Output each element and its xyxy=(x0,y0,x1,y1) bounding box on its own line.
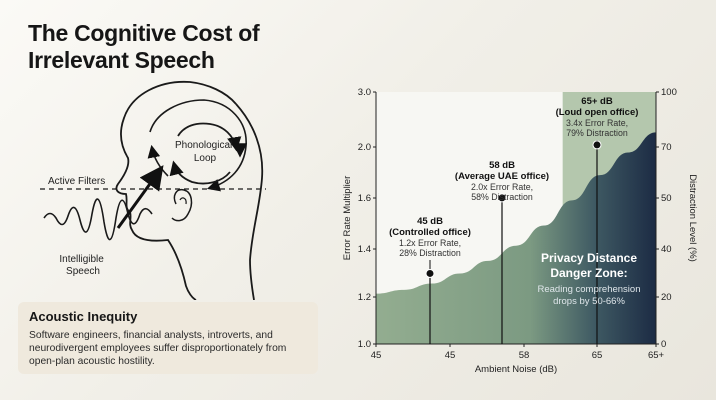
point-subtitle: (Controlled office) xyxy=(389,227,471,238)
y-tick-label: 1.4 xyxy=(358,244,371,255)
danger-zone-title-line1: Privacy Distance xyxy=(541,251,637,265)
y-tick-label: 1.2 xyxy=(358,292,371,303)
danger-zone-sub-line2: drops by 50-66% xyxy=(553,296,625,307)
speech-label-line2: Speech xyxy=(66,266,100,277)
speech-arrow xyxy=(116,165,164,229)
phonological-label-line2: Loop xyxy=(194,153,217,164)
point-title: 65+ dB xyxy=(581,96,613,107)
page-title: The Cognitive Cost of Irrelevant Speech xyxy=(28,20,260,73)
cognitive-diagram: Phonological Loop Active Filters Intelli… xyxy=(40,80,266,300)
x-tick-label: 45 xyxy=(445,350,456,361)
y-tick-label: 2.0 xyxy=(358,142,371,153)
x-axis-label: Ambient Noise (dB) xyxy=(475,364,557,375)
distraction-area xyxy=(376,132,656,344)
intelligible-speech-label: Intelligible Speech xyxy=(59,254,106,277)
y-tick-label: 1.6 xyxy=(358,193,371,204)
y-axis-label: Error Rate Multiplier xyxy=(342,176,353,260)
loop-arrow-bottom xyxy=(169,160,231,185)
y-tick-label: 1.0 xyxy=(358,339,371,350)
x-tick-label: 65+ xyxy=(648,350,665,361)
point-title: 45 dB xyxy=(417,216,443,227)
danger-zone-title-line2: Danger Zone: xyxy=(550,266,627,280)
phonological-loop-label: Phonological Loop xyxy=(175,140,235,164)
data-point xyxy=(592,140,602,150)
y2-axis-label: Distraction Level (%) xyxy=(687,174,698,262)
y2-tick-label: 40 xyxy=(661,244,672,255)
card-title: Acoustic Inequity xyxy=(29,309,138,324)
card-body: Software engineers, financial analysts, … xyxy=(29,330,287,367)
data-point xyxy=(425,268,435,278)
point-detail-line1: 1.2x Error Rate, xyxy=(399,238,461,248)
point-detail-line2: 79% Distraction xyxy=(566,128,628,138)
acoustic-inequity-card: Acoustic Inequity Software engineers, fi… xyxy=(18,302,318,374)
y2-tick-label: 50 xyxy=(661,193,672,204)
y2-tick-label: 0 xyxy=(661,339,666,350)
point-detail-line1: 2.0x Error Rate, xyxy=(471,182,533,192)
ear-icon xyxy=(171,188,193,222)
phonological-label-line1: Phonological xyxy=(175,140,232,151)
y2-tick-label: 100 xyxy=(661,87,677,98)
head-back-outline xyxy=(235,103,264,300)
head-profile-outline xyxy=(115,80,237,300)
outer-cycle-arrow xyxy=(149,99,247,192)
point-detail-line2: 28% Distraction xyxy=(399,248,461,258)
point-detail-line1: 3.4x Error Rate, xyxy=(566,118,628,128)
y2-tick-label: 70 xyxy=(661,142,672,153)
y2-tick-label: 20 xyxy=(661,292,672,303)
point-subtitle: (Average UAE office) xyxy=(455,171,549,182)
active-filters-label: Active Filters xyxy=(48,176,105,187)
outer-cycle-arrow-2 xyxy=(147,144,169,177)
data-point xyxy=(497,193,507,203)
point-detail-line2: 58% Distraction xyxy=(471,192,533,202)
point-subtitle: (Loud open office) xyxy=(556,107,639,118)
x-tick-label: 65 xyxy=(592,350,603,361)
point-title: 58 dB xyxy=(489,160,515,171)
x-tick-label: 58 xyxy=(519,350,530,361)
y-tick-label: 3.0 xyxy=(358,87,371,98)
danger-zone-sub-line1: Reading comprehension xyxy=(538,284,641,295)
x-tick-label: 45 xyxy=(371,350,382,361)
speech-label-line1: Intelligible xyxy=(59,254,104,265)
loop-arrow-top xyxy=(177,122,242,152)
sound-wave-icon xyxy=(43,198,153,241)
